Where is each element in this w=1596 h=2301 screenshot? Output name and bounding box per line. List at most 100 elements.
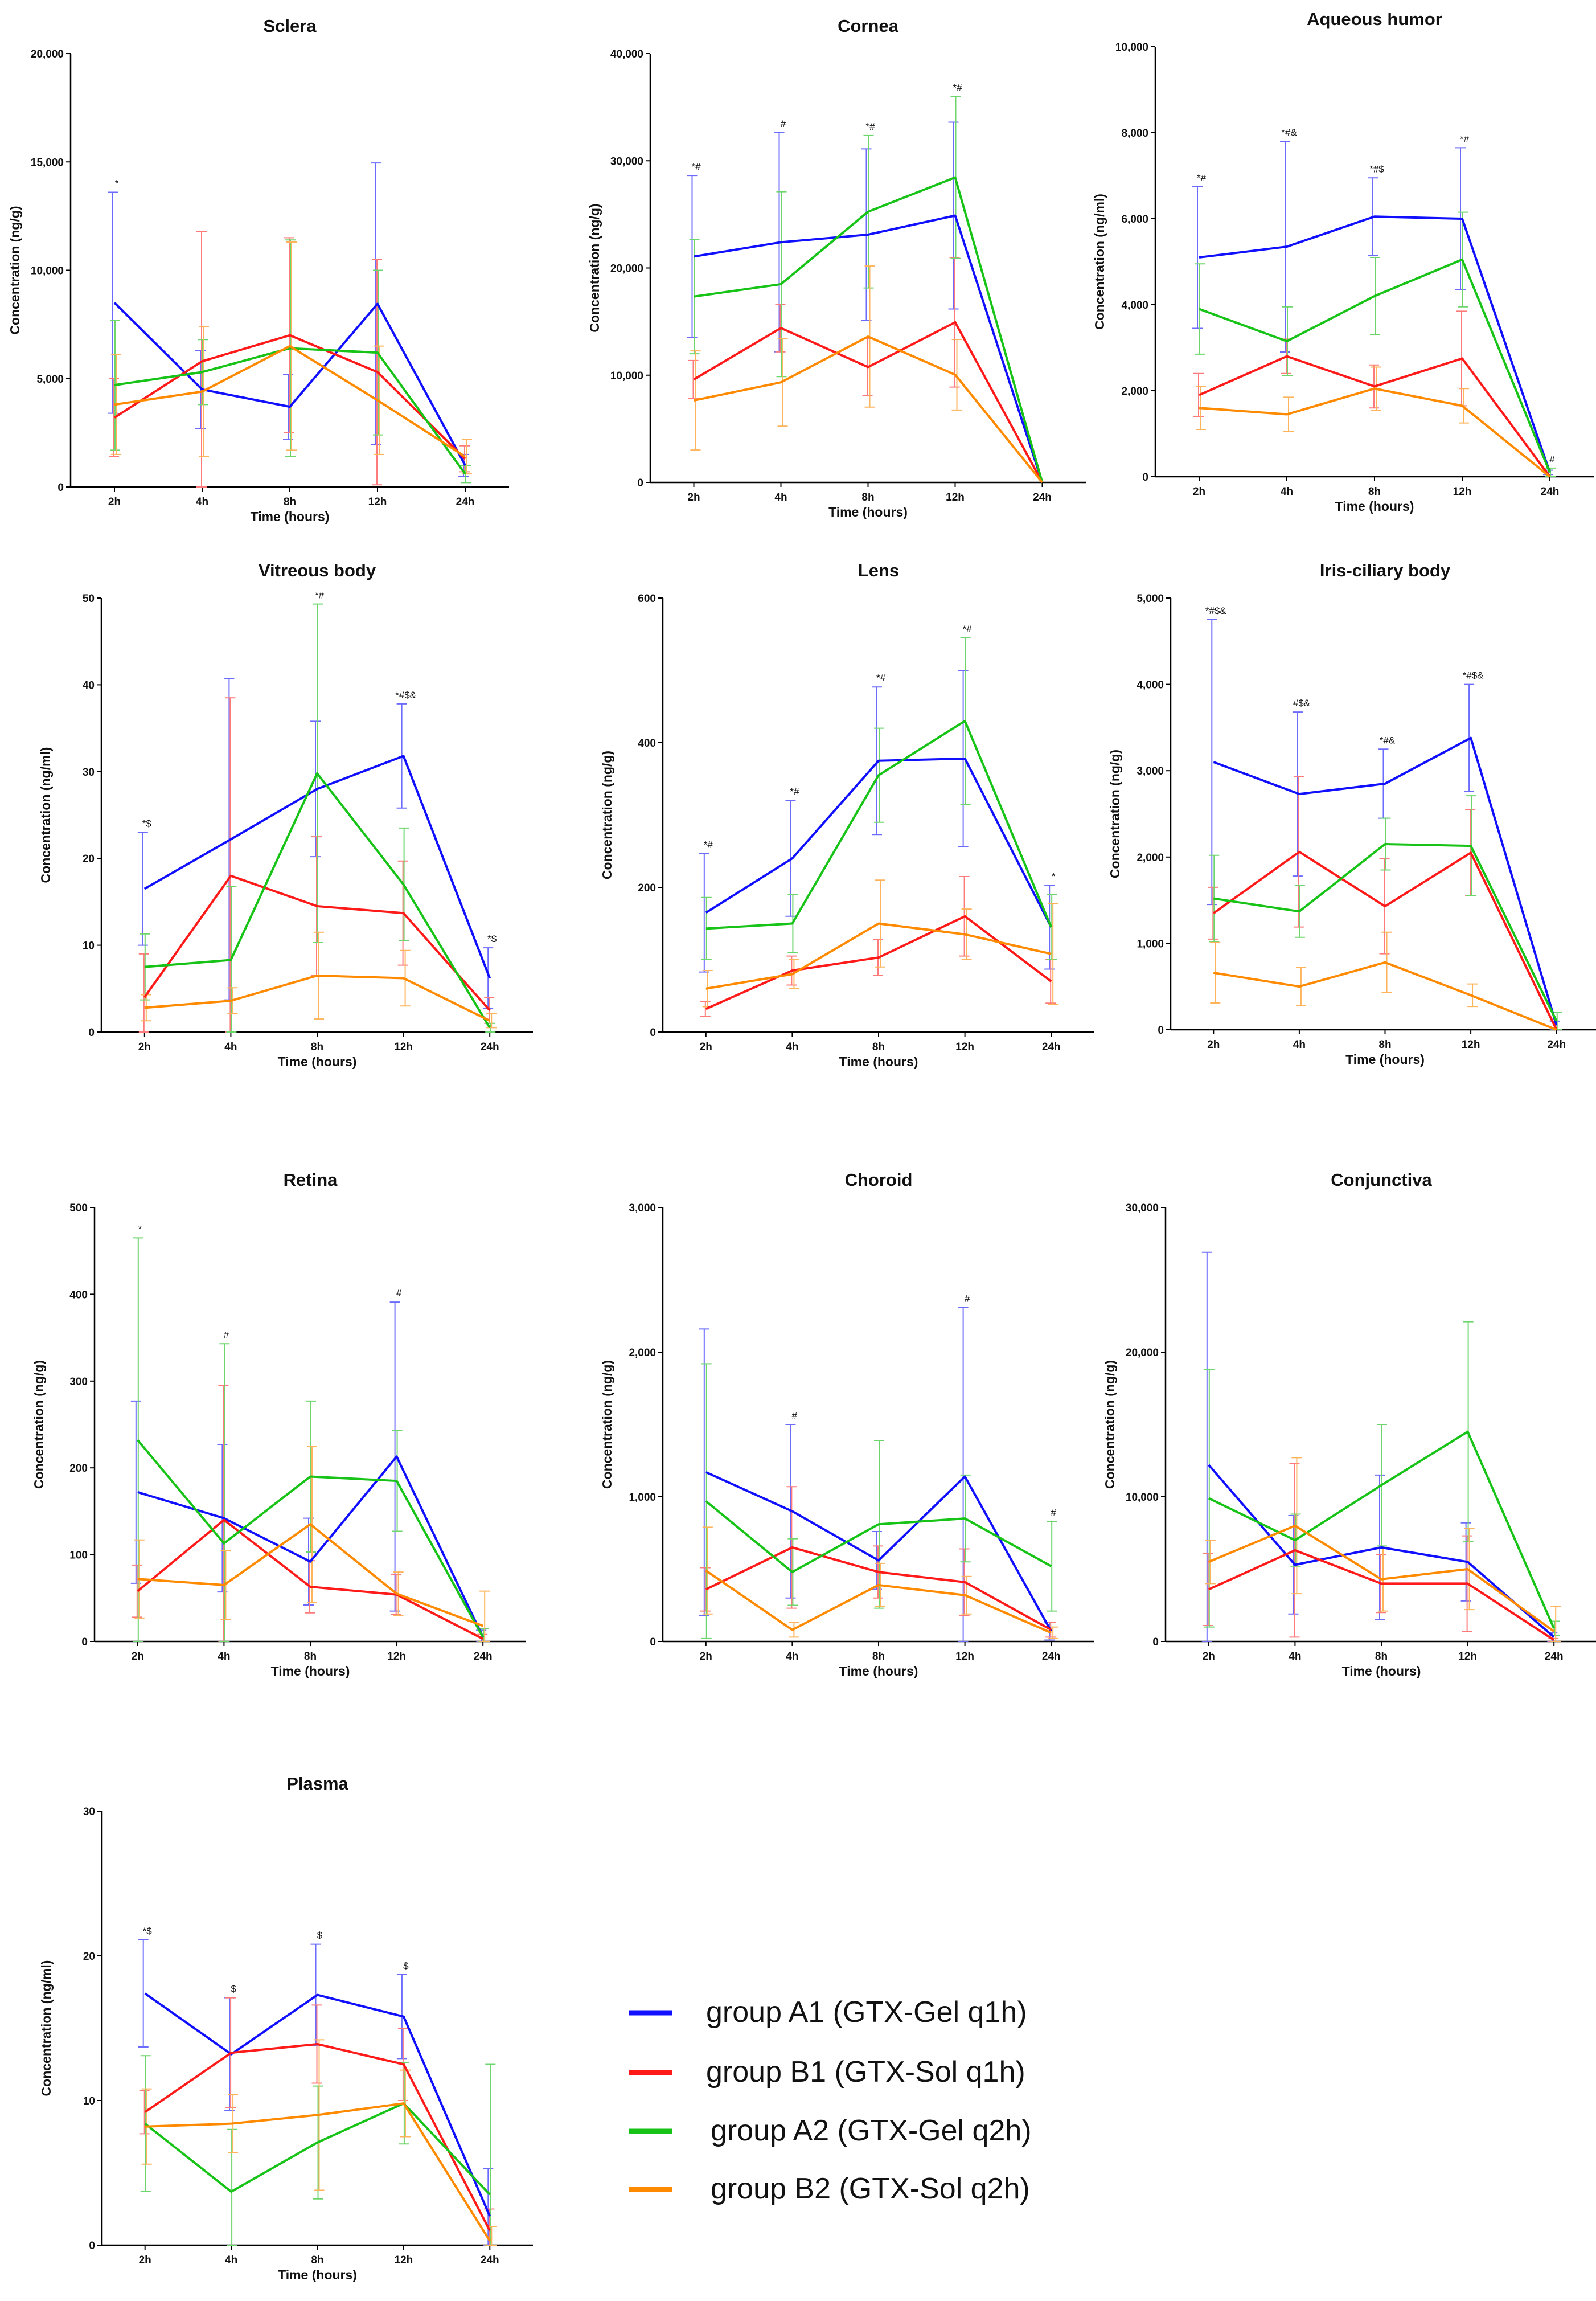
error-bar xyxy=(138,953,149,1033)
significance-annotation: *$ xyxy=(143,1926,153,1936)
significance-annotation: * xyxy=(138,1223,142,1234)
series-line-a1 xyxy=(143,755,491,979)
error-bar xyxy=(1550,1606,1561,1642)
y-tick-label: 4,000 xyxy=(1121,300,1148,312)
x-tick-label: 4h xyxy=(218,1651,230,1663)
series-line-b2 xyxy=(114,345,466,458)
chart-title: Conjunctiva xyxy=(1331,1170,1432,1190)
x-tick-label: 4h xyxy=(786,1041,798,1053)
x-axis-title: Time (hours) xyxy=(251,509,330,524)
x-tick-label: 12h xyxy=(394,1041,413,1053)
significance-annotation: *# xyxy=(953,82,962,93)
y-tick-label: 0 xyxy=(637,477,643,489)
y-tick-label: 200 xyxy=(638,882,656,894)
significance-annotation: # xyxy=(1051,1507,1056,1518)
error-bar xyxy=(687,175,698,338)
series-line-b2 xyxy=(144,974,491,1022)
y-tick-label: 3,000 xyxy=(1137,765,1164,777)
significance-annotation: *#$& xyxy=(395,690,417,701)
x-tick-label: 24h xyxy=(456,496,475,508)
x-tick-label: 2h xyxy=(132,1651,144,1663)
y-tick-label: 10 xyxy=(83,2095,95,2107)
chart-panel-vitreous-body: Vitreous body 0 10 20 30 40 50 2h 4h 8h 12h 24h Time… xyxy=(38,560,533,1069)
chart-panel-retina: Retina 0 100 200 300 400 500 2h 4h 8h 12h 24h Time (… xyxy=(31,1170,526,1678)
significance-annotation: *# xyxy=(704,839,713,850)
error-bar xyxy=(138,1939,149,2048)
significance-annotation: # xyxy=(1549,454,1555,465)
y-axis-title: Concentration (ng/g) xyxy=(1107,750,1122,878)
series-line-a1 xyxy=(694,214,1044,483)
error-bar xyxy=(389,1301,400,1612)
y-tick-label: 0 xyxy=(1158,1025,1164,1037)
series-line-a2 xyxy=(144,2102,491,2196)
significance-annotation: # xyxy=(965,1293,970,1304)
y-tick-label: 20,000 xyxy=(610,263,643,275)
x-tick-label: 8h xyxy=(311,2254,323,2266)
y-tick-label: 50 xyxy=(83,593,95,605)
x-tick-label: 4h xyxy=(196,496,208,508)
chart-title: Retina xyxy=(284,1170,338,1190)
error-bar xyxy=(1203,1553,1213,1627)
y-tick-label: 1,000 xyxy=(1137,938,1164,950)
y-tick-label: 2,000 xyxy=(629,1347,656,1359)
x-tick-label: 4h xyxy=(786,1651,798,1663)
significance-annotation: *$ xyxy=(487,933,497,944)
y-axis-title: Concentration (ng/g) xyxy=(600,751,614,879)
error-bar xyxy=(700,1567,711,1612)
x-tick-label: 8h xyxy=(304,1651,317,1663)
x-tick-label: 24h xyxy=(1042,1651,1061,1663)
series-line-a2 xyxy=(1199,258,1551,473)
chart-panel-sclera: Sclera 0 5,000 10,000 15,000 20,000 2h 4h 8h 12h 2… xyxy=(7,16,509,524)
x-tick-label: 4h xyxy=(1281,486,1293,498)
y-tick-label: 0 xyxy=(89,2240,95,2252)
x-tick-label: 2h xyxy=(1193,486,1205,498)
y-tick-label: 20 xyxy=(83,1951,95,1963)
error-bar xyxy=(219,1343,230,1642)
x-tick-label: 8h xyxy=(861,492,874,503)
x-tick-label: 8h xyxy=(872,1041,885,1053)
y-tick-label: 15,000 xyxy=(31,157,64,169)
series-line-b2 xyxy=(705,1569,1052,1634)
x-tick-label: 24h xyxy=(1033,492,1052,503)
y-tick-label: 30 xyxy=(83,1806,95,1818)
x-tick-label: 4h xyxy=(1293,1039,1306,1051)
x-tick-label: 4h xyxy=(224,1041,237,1053)
y-tick-label: 0 xyxy=(1142,472,1148,484)
series-line-b1 xyxy=(143,874,491,1012)
chart-panel-plasma: Plasma 0 10 20 30 2h 4h 8h 12h 24h Time (hours) Con… xyxy=(39,1774,533,2282)
x-axis-title: Time (hours) xyxy=(1342,1664,1421,1678)
y-tick-label: 400 xyxy=(69,1289,88,1301)
chart-panel-choroid: Choroid 0 1,000 2,000 3,000 2h 4h 8h 12h 24h Time … xyxy=(600,1170,1094,1678)
y-tick-label: 2,000 xyxy=(1137,852,1164,864)
x-tick-label: 2h xyxy=(108,496,121,508)
significance-annotation: $ xyxy=(231,1984,236,1995)
y-tick-label: 20 xyxy=(83,853,95,865)
chart-title: Aqueous humor xyxy=(1307,9,1442,29)
chart-title: Lens xyxy=(858,560,899,580)
series-line-b1 xyxy=(144,2042,491,2232)
significance-annotation: *#$ xyxy=(1369,163,1384,174)
error-bar xyxy=(872,686,882,836)
significance-annotation: $ xyxy=(403,1960,409,1971)
chart-panel-cornea: Cornea 0 10,000 20,000 30,000 40,000 2h 4h 8h 12h… xyxy=(587,16,1086,519)
series-line-b2 xyxy=(137,1523,483,1627)
x-axis-title: Time (hours) xyxy=(278,2267,357,2282)
error-bar xyxy=(218,1385,229,1642)
significance-annotation: # xyxy=(396,1288,402,1299)
significance-annotation: *# xyxy=(865,121,875,132)
legend-label: group B2 (GTX-Sol q2h) xyxy=(711,2172,1030,2205)
series-line-a1 xyxy=(705,1471,1052,1632)
x-tick-label: 2h xyxy=(138,1041,151,1053)
significance-annotation: *#& xyxy=(1380,735,1396,746)
x-axis-title: Time (hours) xyxy=(278,1054,357,1069)
x-axis-title: Time (hours) xyxy=(828,505,908,519)
significance-annotation: #$& xyxy=(1293,698,1311,709)
y-tick-label: 10 xyxy=(83,940,95,952)
error-bar xyxy=(139,2090,150,2135)
series-line-b1 xyxy=(1208,1549,1555,1641)
error-bar xyxy=(700,1001,711,1017)
y-tick-label: 30,000 xyxy=(1126,1202,1159,1214)
x-tick-label: 8h xyxy=(311,1041,323,1053)
x-tick-label: 24h xyxy=(481,2254,499,2266)
